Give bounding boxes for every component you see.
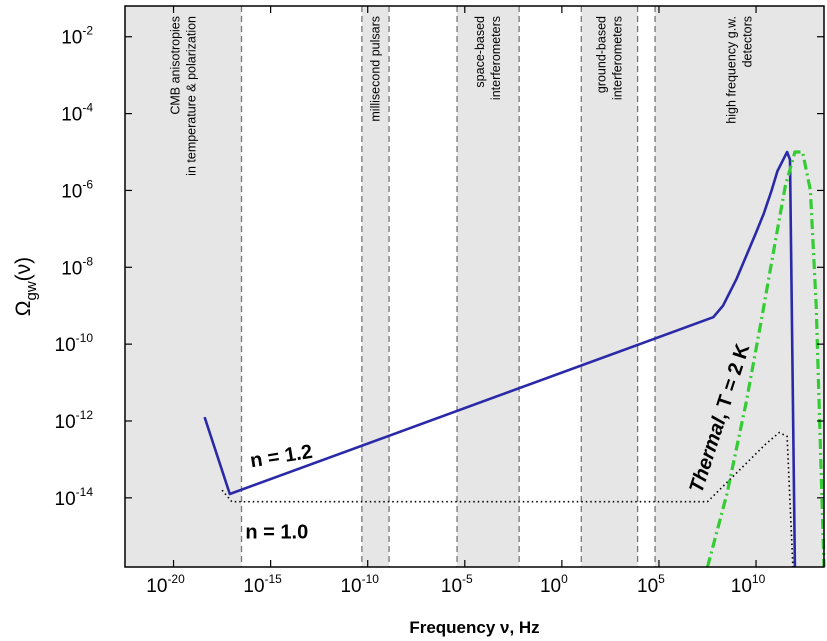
y-axis-title-arg: (ν) [12,257,35,282]
series-line-n12 [203,150,797,568]
band-space [457,6,520,567]
series-lines [203,150,826,568]
x-tick-label-3: 10-5 [441,572,473,597]
band-label-cmb-1: in temperature & polarization [184,16,198,176]
series-line-n10 [221,431,794,568]
x-axis-title: Frequency ν, Hz [409,618,539,637]
x-tick-label-0: 10-20 [146,572,185,597]
x-tick-label-4: 100 [540,572,568,597]
detector-band-labels: CMB anisotropies in temperature & polariz… [168,16,754,176]
band-label-cmb-0: CMB anisotropies [168,16,182,115]
n10-label: n = 1.0 [245,522,308,544]
band-label-highfreq-1: detectors [741,16,755,67]
x-tick-label-6: 1010 [731,572,766,597]
y-axis-title-main: Ω [12,300,35,316]
band-pulsars [361,6,390,567]
band-label-highfreq-0: high frequency g.w. [725,16,739,124]
y-axis-title-sub: gw [23,281,40,300]
y-tick-label-4: 10-10 [55,331,94,356]
y-tick-label-1: 10-4 [61,101,93,126]
y-tick-label-5: 10-12 [55,408,94,433]
band-label-space-0: space-based [473,16,487,88]
y-tick-label-3: 10-8 [61,254,93,279]
y-axis-title: Ωgw(ν) [12,257,40,316]
y-tick-label-0: 10-2 [61,24,93,49]
band-label-space-1: interferometers [489,16,503,100]
band-cmb [125,6,242,567]
y-tick-label-6: 10-14 [55,485,94,510]
x-tick-label-2: 10-10 [340,572,379,597]
series-line-thermal [705,150,826,568]
detector-bands [125,6,824,567]
band-label-pulsars-0: millisecond pulsars [368,16,382,122]
band-label-ground-0: ground-based [594,16,608,93]
band-highfreq [655,6,824,567]
y-tick-label-2: 10-6 [61,177,93,202]
x-tick-label-1: 10-15 [243,572,282,597]
plot-frame [124,5,825,568]
x-tick-label-5: 105 [637,572,665,597]
band-ground [581,6,638,567]
band-label-ground-1: interferometers [610,16,624,100]
axis-ticks: 10-20 10-15 10-10 10-5 100 105 1010 10-2 10-4 10-… [55,6,824,597]
